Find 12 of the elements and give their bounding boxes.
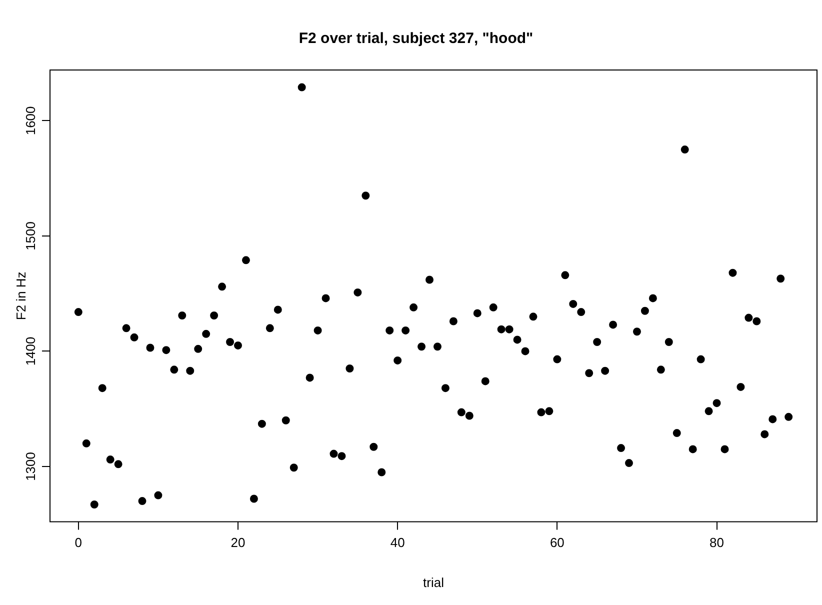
y-tick-label: 1300 [23,452,38,481]
x-tick-label: 80 [710,535,724,550]
x-tick-label: 20 [230,535,246,550]
y-tick-label: 1600 [23,106,38,136]
x-tick-label: 0 [74,535,82,550]
y-tick-label: 1500 [23,222,38,250]
x-tick-label: 60 [550,535,564,550]
x-axis-title: trial [423,574,444,590]
x-tick-label: 40 [390,535,405,550]
y-axis-title: F2 in Hz [13,272,28,320]
y-tick-label: 1400 [23,336,38,366]
chart-title: F2 over trial, subject 327, "hood" [298,30,534,48]
